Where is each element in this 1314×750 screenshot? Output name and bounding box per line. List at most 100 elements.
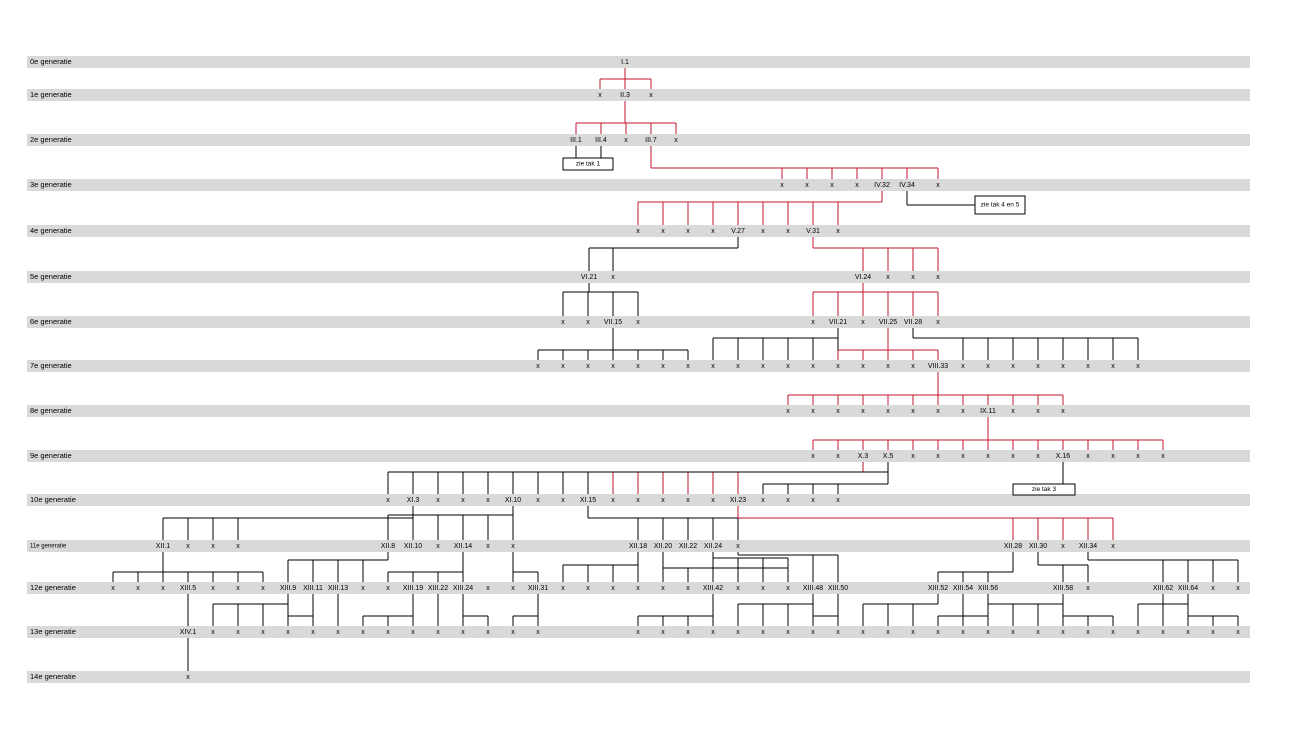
node-label: x (361, 629, 365, 636)
node-label: x (436, 543, 440, 550)
node-label: VI.24 (855, 274, 871, 281)
node-label: x (336, 629, 340, 636)
node-label: x (561, 319, 565, 326)
note-text: zie tak 4 en 5 (981, 202, 1020, 209)
node-label: XI.23 (730, 497, 746, 504)
node-label: IV.34 (899, 182, 915, 189)
generation-band (27, 450, 1250, 462)
node-label: x (186, 674, 190, 681)
node-label: x (1086, 363, 1090, 370)
node-label: x (836, 629, 840, 636)
node-label: x (386, 585, 390, 592)
node-label: x (911, 408, 915, 415)
node-label: x (836, 363, 840, 370)
node-label: x (661, 585, 665, 592)
node-label: XII.18 (629, 543, 647, 550)
node-label: x (649, 92, 653, 99)
node-label: x (661, 497, 665, 504)
node-label: x (911, 274, 915, 281)
node-label: x (761, 585, 765, 592)
node-label: x (1011, 408, 1015, 415)
node-label: x (161, 585, 165, 592)
node-label: x (1036, 363, 1040, 370)
node-label: VII.28 (904, 319, 922, 326)
node-label: x (1061, 543, 1065, 550)
node-label: x (1186, 629, 1190, 636)
node-label: x (761, 497, 765, 504)
generation-band (27, 134, 1250, 146)
generation-label: 1e generatie (30, 90, 72, 99)
node-label: x (636, 319, 640, 326)
generation-band (27, 316, 1250, 328)
note-box (1012, 483, 1076, 496)
node-label: x (736, 629, 740, 636)
node-label: x (786, 363, 790, 370)
node-label: x (1111, 543, 1115, 550)
generation-label: 2e generatie (30, 135, 72, 144)
node-label: x (686, 497, 690, 504)
node-label: x (886, 408, 890, 415)
node-label: x (1086, 629, 1090, 636)
node-label: x (786, 629, 790, 636)
node-label: x (461, 497, 465, 504)
node-label: x (1086, 585, 1090, 592)
node-label: x (886, 629, 890, 636)
node-label: x (1011, 453, 1015, 460)
node-label: x (598, 92, 602, 99)
node-label: x (986, 363, 990, 370)
generation-label: 6e generatie (30, 317, 72, 326)
node-label: x (411, 629, 415, 636)
node-label: x (1161, 629, 1165, 636)
node-label: x (536, 629, 540, 636)
node-label: x (761, 228, 765, 235)
node-label: x (211, 543, 215, 550)
node-label: XIII.42 (703, 585, 723, 592)
node-label: x (1036, 408, 1040, 415)
node-label: x (936, 453, 940, 460)
node-label: x (886, 363, 890, 370)
node-label: x (1011, 629, 1015, 636)
node-label: x (736, 543, 740, 550)
node-label: XIII.48 (803, 585, 823, 592)
node-label: XIII.13 (328, 585, 348, 592)
node-label: x (936, 629, 940, 636)
node-label: x (186, 543, 190, 550)
node-label: x (1161, 453, 1165, 460)
node-label: XII.28 (1004, 543, 1022, 550)
node-label: x (1036, 629, 1040, 636)
node-label: XIII.56 (978, 585, 998, 592)
generation-label: 0e generatie (30, 57, 72, 66)
node-label: x (986, 629, 990, 636)
generation-label: 4e generatie (30, 226, 72, 235)
node-label: x (886, 274, 890, 281)
node-label: x (636, 629, 640, 636)
node-label: III.1 (570, 137, 582, 144)
node-label: VII.15 (604, 319, 622, 326)
node-label: x (536, 497, 540, 504)
node-label: XIII.58 (1053, 585, 1073, 592)
node-label: x (786, 228, 790, 235)
node-label: x (211, 585, 215, 592)
generation-band (27, 271, 1250, 283)
node-label: I.1 (621, 59, 629, 66)
node-label: x (1111, 363, 1115, 370)
node-label: XIV.1 (180, 629, 197, 636)
generation-label: 9e generatie (30, 451, 72, 460)
node-label: x (861, 319, 865, 326)
generation-band (27, 179, 1250, 191)
node-label: x (805, 182, 809, 189)
node-label: x (136, 585, 140, 592)
node-label: x (1061, 363, 1065, 370)
node-label: XI.15 (580, 497, 596, 504)
node-label: x (686, 629, 690, 636)
node-label: x (586, 363, 590, 370)
node-label: x (711, 363, 715, 370)
node-label: x (486, 497, 490, 504)
node-label: x (561, 585, 565, 592)
node-label: XIII.54 (953, 585, 973, 592)
node-label: XIII.24 (453, 585, 473, 592)
node-label: x (111, 585, 115, 592)
note-box (974, 195, 1026, 215)
node-label: x (1211, 585, 1215, 592)
node-label: x (236, 585, 240, 592)
